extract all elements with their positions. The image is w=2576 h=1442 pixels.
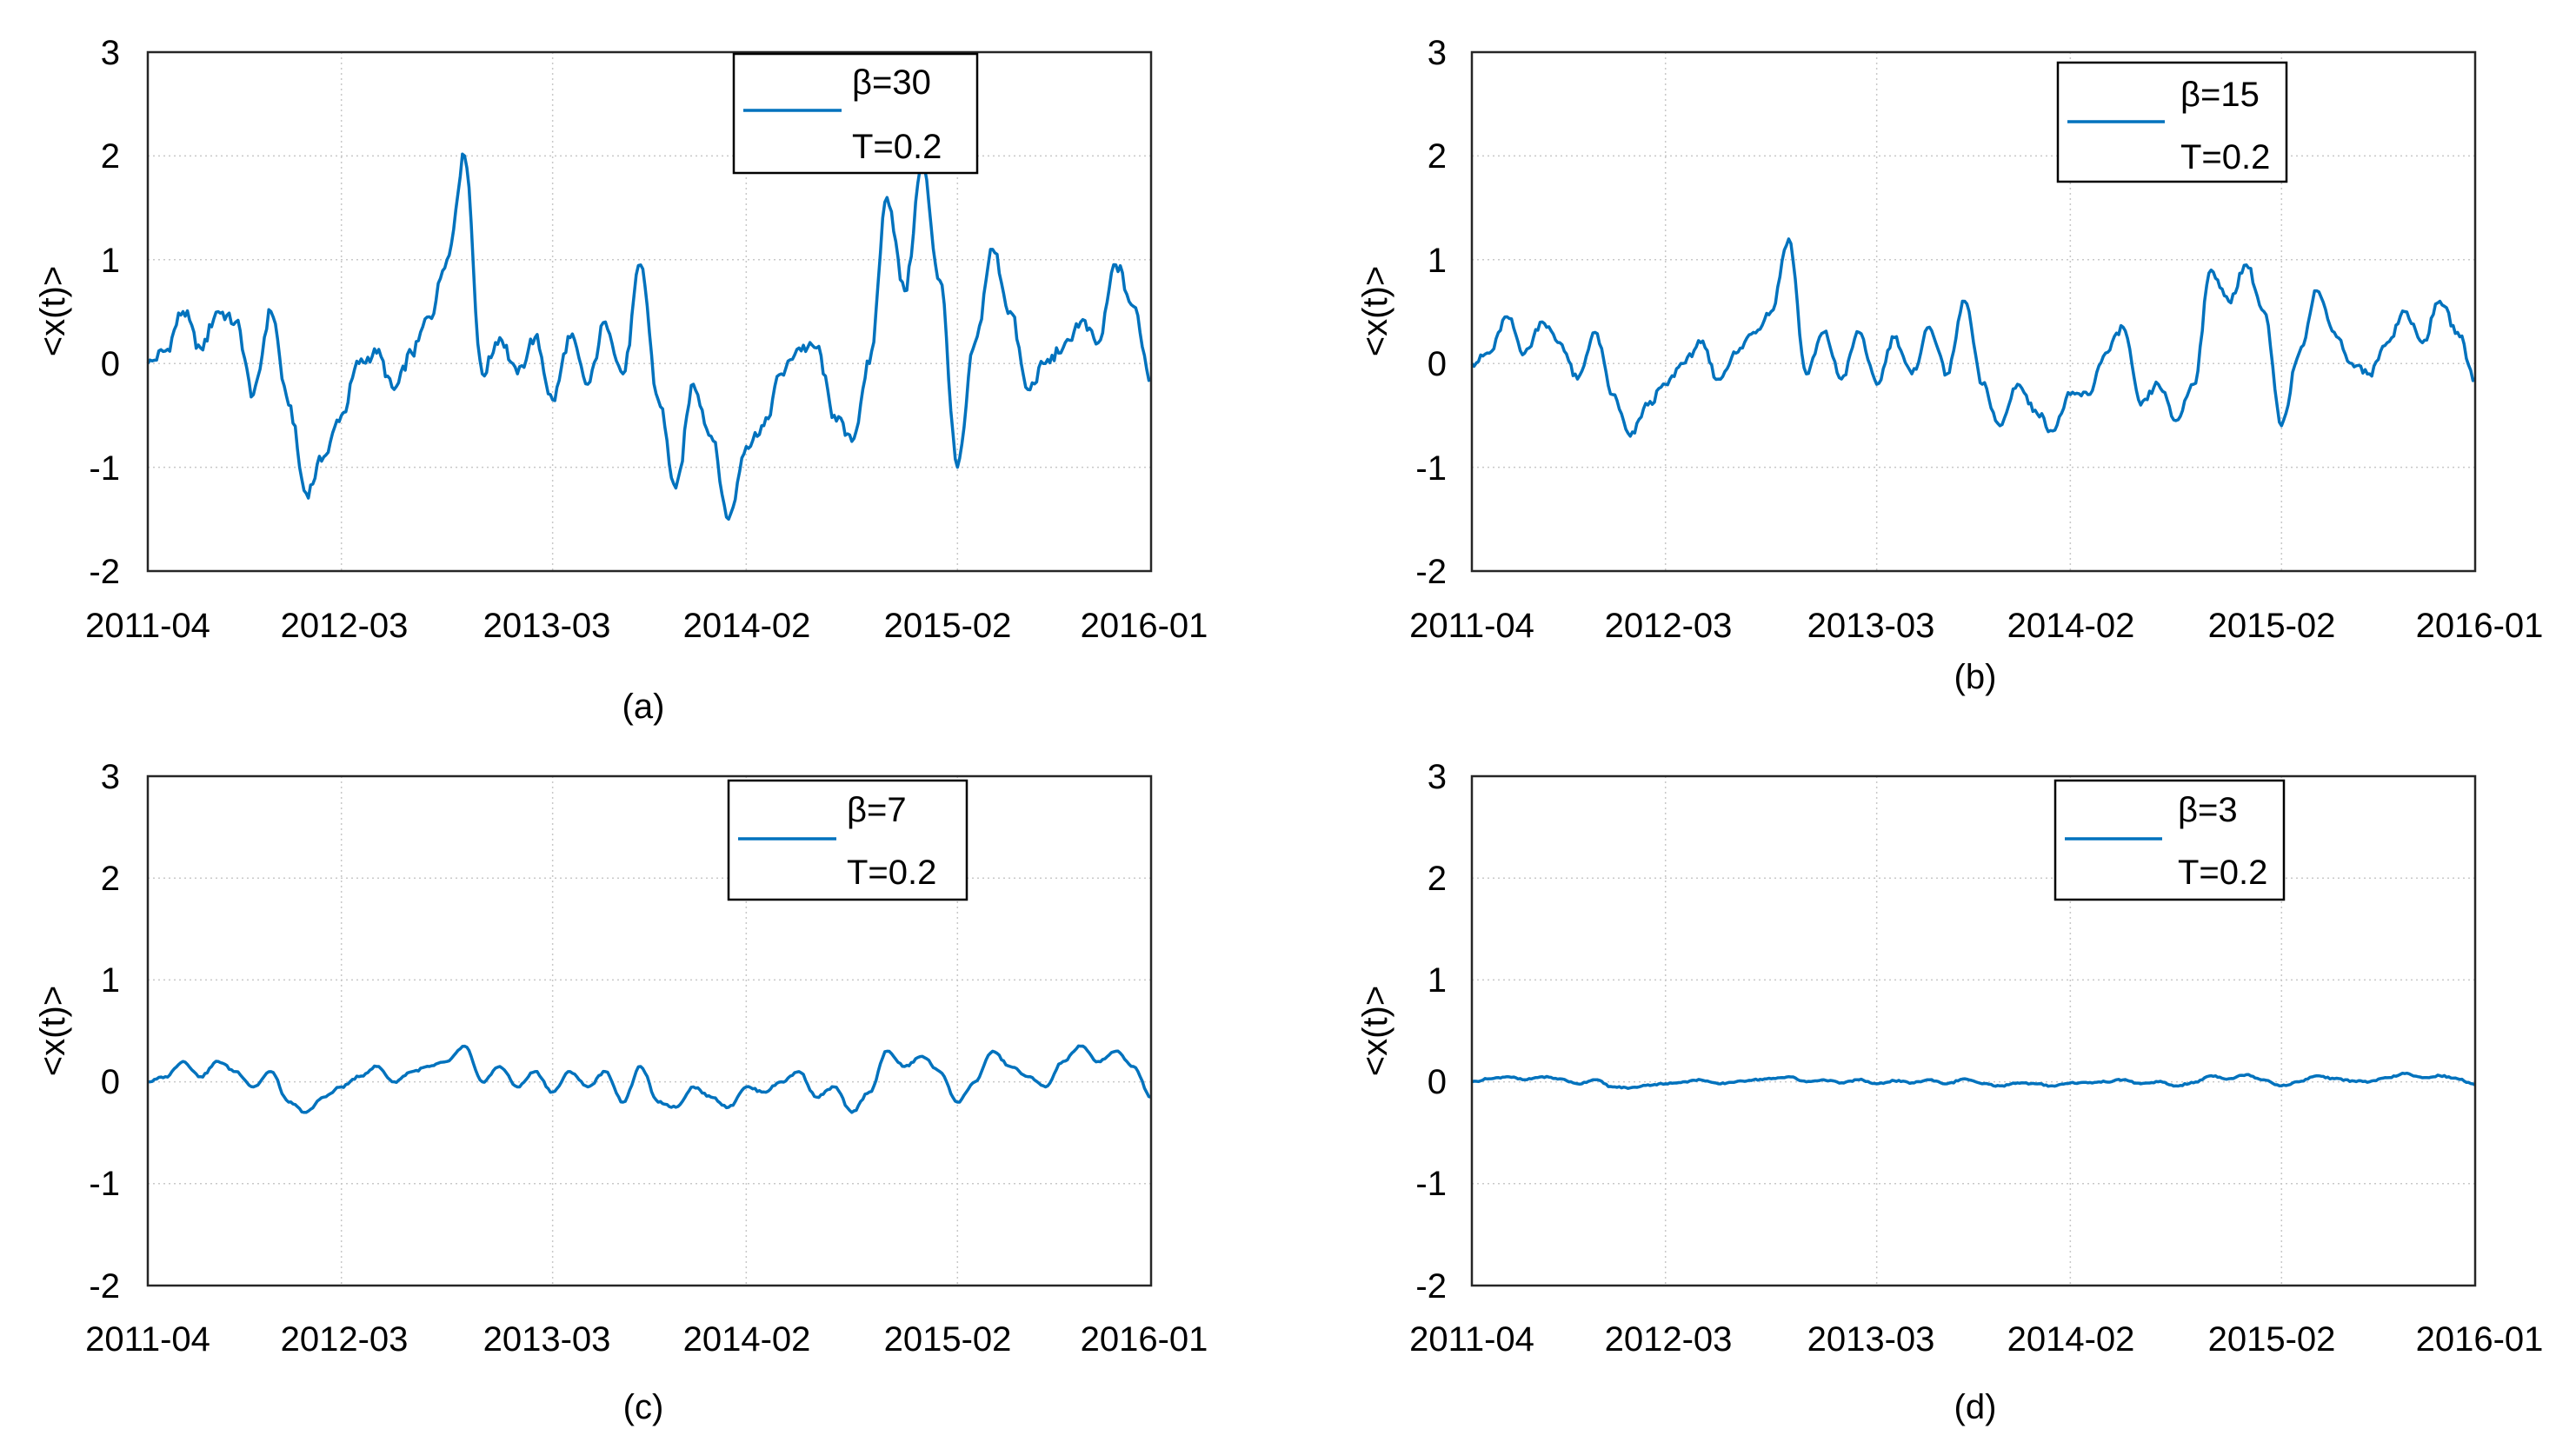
legend: β=15 T=0.2: [2056, 61, 2288, 183]
y-tick-label: 2: [101, 860, 120, 898]
x-tick-label: 2015-02: [884, 1320, 1012, 1359]
legend-box: [732, 52, 979, 175]
plot-area: [1472, 52, 2475, 571]
legend-series-label: β=30: [852, 63, 931, 102]
y-tick-label: -1: [1415, 449, 1447, 488]
panel-caption: (c): [623, 1388, 664, 1426]
x-tick-label: 2015-02: [2208, 607, 2336, 645]
panel-a: 3 2 1 0 -1 -2 2011-04 2012-03 2013-03 20…: [34, 34, 1208, 726]
y-tick-label: 3: [101, 758, 120, 796]
y-tick-label: -1: [89, 449, 120, 488]
x-tick-label: 2013-03: [1807, 607, 1935, 645]
y-tick-label: 2: [101, 137, 120, 176]
legend: β=3 T=0.2: [2053, 779, 2286, 901]
legend-series-label: β=15: [2180, 76, 2260, 114]
y-axis-label: <x(t)>: [34, 986, 72, 1076]
x-axis: 2011-04 2012-03 2013-03 2014-02 2015-02 …: [1409, 607, 2543, 645]
y-axis: 3 2 1 0 -1 -2: [89, 758, 120, 1306]
x-axis: 2011-04 2012-03 2013-03 2014-02 2015-02 …: [85, 607, 1208, 645]
panel-d: 3 2 1 0 -1 -2 2011-04 2012-03 2013-03 20…: [1356, 758, 2543, 1426]
y-tick-label: 3: [1428, 34, 1447, 72]
legend-param-label: T=0.2: [2180, 138, 2270, 176]
y-axis: 3 2 1 0 -1 -2: [1415, 34, 1447, 591]
y-tick-label: 1: [1428, 242, 1447, 280]
plot-frame: [1470, 774, 2477, 1287]
legend-param-label: T=0.2: [2178, 854, 2267, 892]
legend: β=30 T=0.2: [732, 52, 979, 175]
x-tick-label: 2012-03: [281, 1320, 409, 1359]
series-line-beta-3: [1471, 1071, 2476, 1090]
y-tick-label: 2: [1428, 860, 1447, 898]
panel-caption: (a): [622, 688, 665, 726]
legend: β=7 T=0.2: [727, 779, 968, 901]
y-axis-label: <x(t)>: [1356, 266, 1395, 356]
y-axis-label: <x(t)>: [34, 266, 72, 356]
series-line-beta-7: [148, 1044, 1152, 1114]
legend-series-label: β=7: [847, 791, 907, 829]
legend-param-label: T=0.2: [847, 854, 936, 892]
y-tick-label: -1: [89, 1165, 120, 1203]
plot-area: [148, 776, 1151, 1286]
plot-area: [1472, 776, 2475, 1286]
y-tick-label: -2: [1415, 1267, 1447, 1306]
x-tick-label: 2012-03: [281, 607, 409, 645]
panel-b: 3 2 1 0 -1 -2 2011-04 2012-03 2013-03 20…: [1356, 34, 2543, 696]
y-tick-label: -2: [89, 553, 120, 591]
y-tick-label: 1: [101, 961, 120, 1000]
series-line-beta-30: [146, 152, 1152, 522]
x-axis: 2011-04 2012-03 2013-03 2014-02 2015-02 …: [1409, 1320, 2543, 1359]
x-tick-label: 2015-02: [884, 607, 1012, 645]
x-tick-label: 2011-04: [85, 607, 210, 645]
x-tick-label: 2011-04: [1409, 607, 1534, 645]
y-tick-label: 1: [1428, 961, 1447, 1000]
y-tick-label: 3: [1428, 758, 1447, 796]
panel-c: 3 2 1 0 -1 -2 2011-04 2012-03 2013-03 20…: [34, 758, 1208, 1426]
legend-param-label: T=0.2: [852, 128, 942, 166]
x-tick-label: 2014-02: [683, 607, 811, 645]
y-tick-label: -2: [1415, 553, 1447, 591]
x-tick-label: 2015-02: [2208, 1320, 2336, 1359]
y-tick-label: 0: [1428, 1063, 1447, 1101]
y-tick-label: 1: [101, 242, 120, 280]
x-tick-label: 2012-03: [1605, 607, 1733, 645]
y-tick-label: 0: [101, 345, 120, 383]
x-tick-label: 2016-01: [1081, 1320, 1208, 1359]
x-tick-label: 2014-02: [683, 1320, 811, 1359]
y-tick-label: -2: [89, 1267, 120, 1306]
x-tick-label: 2016-01: [2416, 607, 2544, 645]
y-tick-label: -1: [1415, 1165, 1447, 1203]
x-tick-label: 2016-01: [2416, 1320, 2544, 1359]
x-tick-label: 2012-03: [1605, 1320, 1733, 1359]
y-tick-label: 2: [1428, 137, 1447, 176]
x-tick-label: 2014-02: [2007, 1320, 2135, 1359]
plot-area: [148, 52, 1151, 571]
y-axis-label: <x(t)>: [1356, 986, 1395, 1076]
y-axis: 3 2 1 0 -1 -2: [1415, 758, 1447, 1306]
y-axis: 3 2 1 0 -1 -2: [89, 34, 120, 591]
x-tick-label: 2016-01: [1081, 607, 1208, 645]
y-tick-label: 0: [1428, 345, 1447, 383]
x-tick-label: 2013-03: [483, 1320, 611, 1359]
panel-caption: (b): [1954, 658, 1997, 696]
series-line-beta-15: [1470, 237, 2477, 438]
plot-frame: [146, 50, 1153, 573]
x-tick-label: 2011-04: [85, 1320, 210, 1359]
x-tick-label: 2013-03: [483, 607, 611, 645]
legend-series-label: β=3: [2178, 791, 2238, 829]
x-tick-label: 2014-02: [2007, 607, 2135, 645]
plot-frame: [146, 774, 1153, 1287]
x-axis: 2011-04 2012-03 2013-03 2014-02 2015-02 …: [85, 1320, 1208, 1359]
plot-frame: [1470, 50, 2477, 573]
y-tick-label: 0: [101, 1063, 120, 1101]
x-tick-label: 2011-04: [1409, 1320, 1534, 1359]
x-tick-label: 2013-03: [1807, 1320, 1935, 1359]
y-tick-label: 3: [101, 34, 120, 72]
panel-caption: (d): [1954, 1388, 1997, 1426]
